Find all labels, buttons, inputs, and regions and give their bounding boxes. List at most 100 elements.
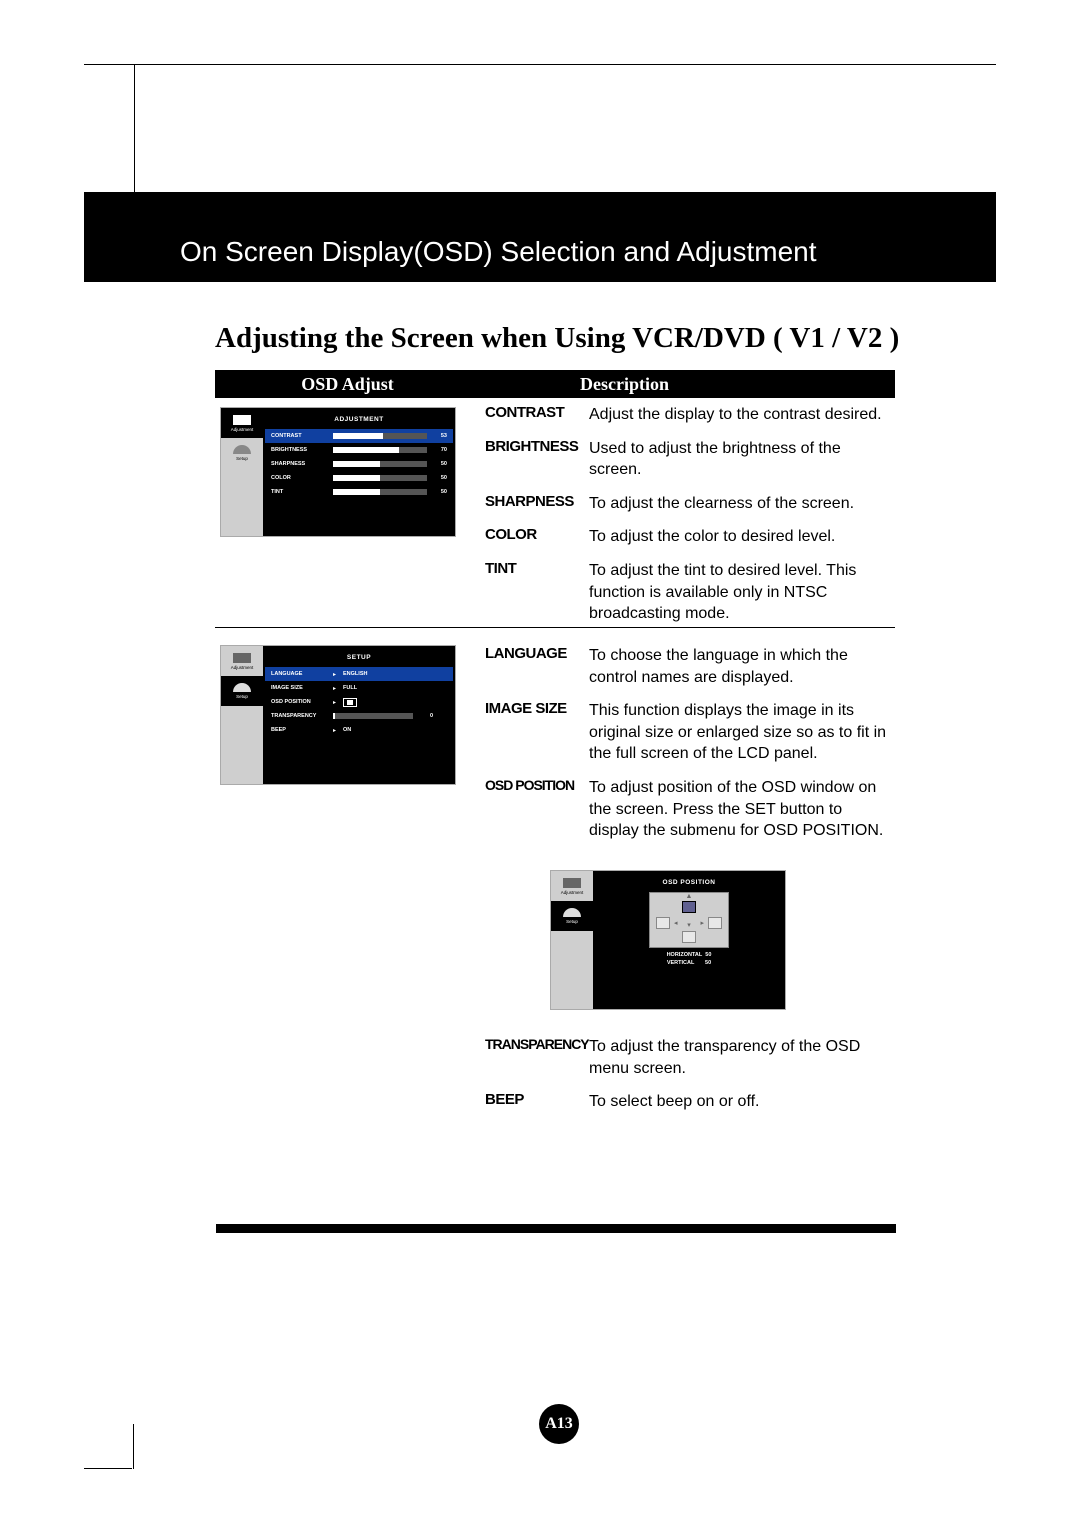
osd-slider-row: COLOR50 xyxy=(271,471,447,485)
page-number: A13 xyxy=(545,1415,573,1433)
osd-slider-track xyxy=(333,475,427,481)
osd-slider-track xyxy=(333,433,427,439)
monitor-icon xyxy=(233,415,251,425)
description-label: COLOR xyxy=(485,526,589,548)
osd-slider-fill xyxy=(333,475,380,481)
footer-rule xyxy=(216,1224,896,1233)
osd-setup-row: OSD POSITION▸ xyxy=(271,695,447,709)
arrow-right-icon: ▸ xyxy=(333,685,336,692)
legend-v-val: 50 xyxy=(705,960,711,966)
tab-label: Adjustment xyxy=(231,427,254,432)
osd-position-legend: HORIZONTAL 50 VERTICAL 50 xyxy=(601,952,777,967)
pos-tile xyxy=(656,917,670,929)
description-text: This function displays the image in its … xyxy=(589,700,893,765)
arrow-left-icon: ◂ xyxy=(674,919,678,927)
osd-slider-row: CONTRAST53 xyxy=(265,429,453,443)
pos-tile xyxy=(708,917,722,929)
arrow-right-icon: ▸ xyxy=(333,671,336,678)
osd-slider-track xyxy=(333,489,427,495)
osd-setup-row: TRANSPARENCY 0 xyxy=(271,709,447,723)
osd-row-label: TRANSPARENCY xyxy=(271,713,329,719)
osd-slider-fill xyxy=(333,713,335,719)
arrow-up-icon: ▲ xyxy=(686,893,693,900)
osd-row-label: OSD POSITION xyxy=(271,699,329,705)
osd-slider-row: SHARPNESS50 xyxy=(271,457,447,471)
crop-mark xyxy=(134,64,135,192)
osd-setup-row: IMAGE SIZE ▸ FULL xyxy=(271,681,447,695)
description-text: To adjust the color to desired level. xyxy=(589,526,893,548)
osd-row-value: ENGLISH xyxy=(343,671,367,677)
osd-slider-row: BRIGHTNESS70 xyxy=(271,443,447,457)
osd-row-value: ON xyxy=(343,727,351,733)
description-text: To adjust the transparency of the OSD me… xyxy=(589,1036,893,1079)
description-label: CONTRAST xyxy=(485,404,589,426)
osd-row-label: COLOR xyxy=(271,475,329,481)
description-label: OSD POSITION xyxy=(485,777,589,842)
description-row: LANGUAGETo choose the language in which … xyxy=(485,645,893,688)
osd-position-grid: ▲ ◂ ▸ ▾ xyxy=(649,892,729,948)
osd-tab-setup: Setup xyxy=(221,438,263,468)
description-top: CONTRASTAdjust the display to the contra… xyxy=(485,404,893,637)
osd-row-value: FULL xyxy=(343,685,357,691)
description-label: BEEP xyxy=(485,1091,589,1113)
arrow-right-icon: ▸ xyxy=(333,727,336,734)
tab-label: Setup xyxy=(236,694,248,699)
description-label: IMAGE SIZE xyxy=(485,700,589,765)
gauge-icon xyxy=(233,445,251,454)
pos-tile-active xyxy=(682,901,696,913)
description-bottom-b: TRANSPARENCYTo adjust the transparency o… xyxy=(485,1036,893,1125)
description-row: SHARPNESSTo adjust the clearness of the … xyxy=(485,493,893,515)
osd-sidebar: Adjustment Setup xyxy=(221,408,263,536)
monitor-icon xyxy=(233,653,251,663)
crop-mark xyxy=(84,1468,132,1469)
description-text: Used to adjust the brightness of the scr… xyxy=(589,438,893,481)
description-text: To select beep on or off. xyxy=(589,1091,893,1113)
osd-setup-row: BEEP▸ON xyxy=(271,723,447,737)
description-label: TRANSPARENCY xyxy=(485,1036,589,1079)
osd-slider-track xyxy=(333,461,427,467)
osd-body: SETUP LANGUAGE▸ENGLISHIMAGE SIZE▸FULLOSD… xyxy=(263,646,455,784)
description-text: To adjust the clearness of the screen. xyxy=(589,493,893,515)
osd-row-value: 50 xyxy=(431,461,447,467)
osd-setup-panel: Adjustment Setup SETUP LANGUAGE▸ENGLISHI… xyxy=(220,645,456,785)
osd-slider-track xyxy=(333,447,427,453)
section-title: Adjusting the Screen when Using VCR/DVD … xyxy=(215,322,899,355)
arrow-right-icon: ▸ xyxy=(700,919,704,927)
description-row: TRANSPARENCYTo adjust the transparency o… xyxy=(485,1036,893,1079)
osd-sidebar: Adjustment Setup xyxy=(221,646,263,784)
gauge-icon xyxy=(563,908,581,917)
osd-position-panel: Adjustment Setup OSD POSITION ▲ ◂ ▸ ▾ HO… xyxy=(550,870,786,1010)
osd-tab-adjustment: Adjustment xyxy=(551,871,593,901)
column-header: OSD Adjust Description xyxy=(215,370,895,398)
chapter-title: On Screen Display(OSD) Selection and Adj… xyxy=(180,236,817,268)
crop-mark xyxy=(84,64,996,65)
osd-row-label: TINT xyxy=(271,489,329,495)
crop-mark xyxy=(133,1424,134,1469)
osd-tab-adjustment: Adjustment xyxy=(221,408,263,438)
pos-tile xyxy=(682,931,696,943)
osd-row-value: 0 xyxy=(417,713,433,719)
description-row: IMAGE SIZEThis function displays the ima… xyxy=(485,700,893,765)
osd-row-label: IMAGE SIZE xyxy=(271,685,329,691)
tab-label: Setup xyxy=(236,456,248,461)
osd-tab-setup: Setup xyxy=(221,676,263,706)
header-description: Description xyxy=(480,370,895,398)
description-bottom-a: LANGUAGETo choose the language in which … xyxy=(485,645,893,854)
description-text: To adjust the tint to desired level. Thi… xyxy=(589,560,893,625)
description-row: COLORTo adjust the color to desired leve… xyxy=(485,526,893,548)
legend-v-label: VERTICAL xyxy=(667,960,695,966)
osd-slider-fill xyxy=(333,433,383,439)
osd-setup-row: LANGUAGE▸ENGLISH xyxy=(265,667,453,681)
description-row: CONTRASTAdjust the display to the contra… xyxy=(485,404,893,426)
osd-body: ADJUSTMENT CONTRAST53BRIGHTNESS70SHARPNE… xyxy=(263,408,455,536)
osd-slider-fill xyxy=(333,447,399,453)
description-row: TINTTo adjust the tint to desired level.… xyxy=(485,560,893,625)
description-text: To adjust position of the OSD window on … xyxy=(589,777,893,842)
description-label: TINT xyxy=(485,560,589,625)
header-osd-adjust: OSD Adjust xyxy=(215,370,480,398)
section-divider xyxy=(215,627,895,628)
legend-h-label: HORIZONTAL xyxy=(667,952,703,958)
chapter-band: On Screen Display(OSD) Selection and Adj… xyxy=(84,192,996,282)
osd-title: ADJUSTMENT xyxy=(271,416,447,423)
description-label: BRIGHTNESS xyxy=(485,438,589,481)
